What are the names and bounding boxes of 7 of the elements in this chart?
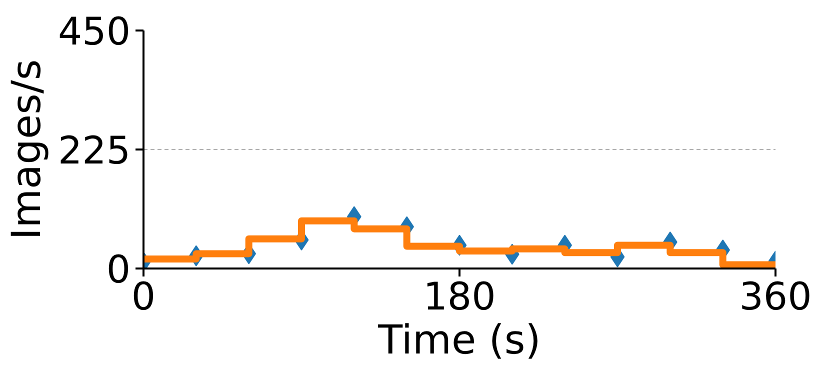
y-tick-label: 225 [58,128,130,172]
y-axis-title: Images/s [4,59,50,240]
x-axis-title: Time (s) [377,318,541,364]
y-tick-label: 0 [106,248,131,292]
y-tick-label: 450 [58,10,130,54]
x-tick-label: 360 [739,274,812,318]
x-tick-label: 180 [423,274,496,318]
